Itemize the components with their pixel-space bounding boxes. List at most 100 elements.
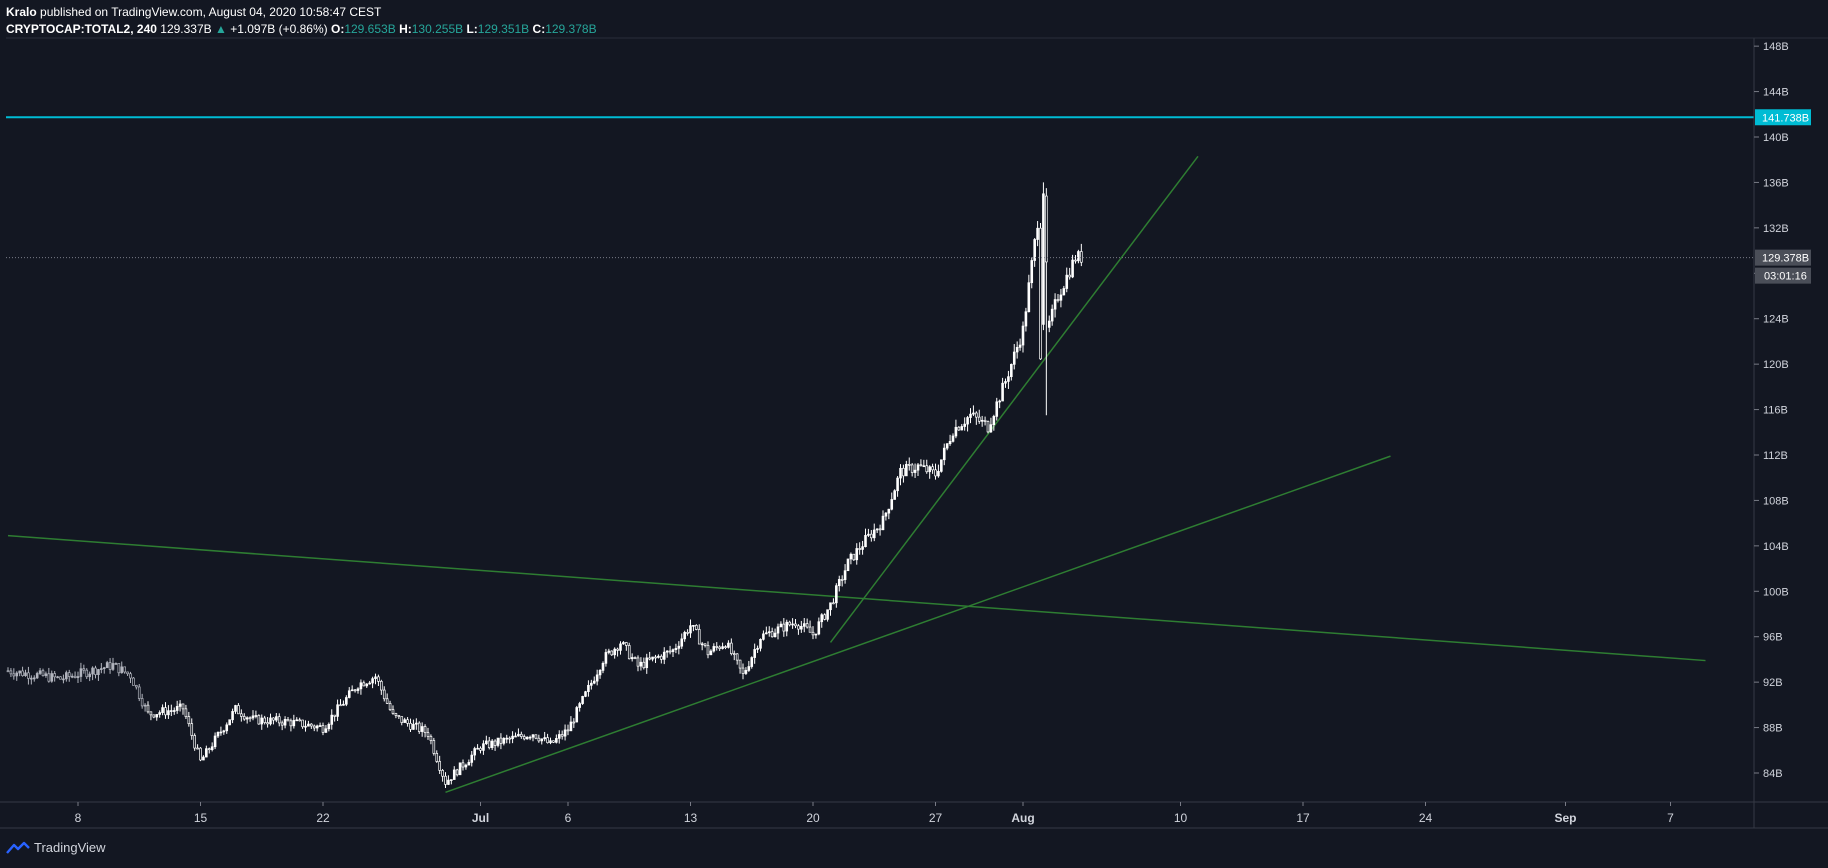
candle-body xyxy=(479,747,482,751)
candle-body xyxy=(371,678,374,684)
candle-body xyxy=(289,720,293,727)
candle-body xyxy=(566,729,570,732)
candle-body xyxy=(1062,288,1066,296)
x-tick-label: 8 xyxy=(75,811,82,825)
candle-body xyxy=(260,717,264,725)
candle-body xyxy=(467,762,471,766)
trendline[interactable] xyxy=(7,534,1706,662)
candle-body xyxy=(680,638,684,647)
candle-body xyxy=(108,662,112,670)
candle-body xyxy=(712,646,716,652)
candle-body xyxy=(671,649,675,652)
candle-body xyxy=(435,753,439,762)
candle-body xyxy=(490,740,494,749)
candle-body xyxy=(849,553,853,560)
candle-body xyxy=(569,721,573,732)
horizontal-lines[interactable] xyxy=(6,116,1754,259)
candle-body xyxy=(843,570,847,580)
candle-body xyxy=(627,645,631,660)
y-tick-label: 140B xyxy=(1763,132,1789,144)
x-tick-label: 20 xyxy=(806,811,820,825)
candle-body xyxy=(1015,347,1019,353)
candle-body xyxy=(207,748,211,750)
candle-body xyxy=(709,650,713,656)
candle-body xyxy=(514,735,517,738)
candle-body xyxy=(528,736,532,739)
candle-body xyxy=(581,696,584,704)
candle-body xyxy=(455,769,459,776)
candle-body xyxy=(202,756,205,761)
candle-body xyxy=(902,467,905,477)
candle-body xyxy=(172,710,176,712)
candle-body xyxy=(963,423,966,427)
candle-body xyxy=(345,697,348,705)
candle-body xyxy=(1010,363,1013,378)
candle-body xyxy=(178,703,182,707)
candle-body xyxy=(310,723,313,727)
candle-body xyxy=(837,579,841,587)
candle-body xyxy=(800,625,803,630)
candle-body xyxy=(753,649,756,658)
candle-body xyxy=(1074,259,1077,262)
candle-body xyxy=(945,443,949,449)
candle-body xyxy=(406,719,409,724)
tradingview-footer[interactable]: TradingView xyxy=(6,840,106,855)
candle-body xyxy=(875,528,879,531)
trendlines[interactable] xyxy=(7,155,1706,794)
candle-body xyxy=(785,621,789,632)
candle-body xyxy=(79,668,83,677)
candle-body xyxy=(137,686,141,699)
trendline[interactable] xyxy=(829,155,1199,643)
candle-body xyxy=(616,648,619,651)
candle-body xyxy=(88,673,91,678)
y-tick-label: 100B xyxy=(1763,586,1789,598)
candle-body xyxy=(788,621,791,626)
countdown-label: 03:01:16 xyxy=(1764,271,1807,283)
candle-body xyxy=(420,726,424,732)
author-name[interactable]: Kralo xyxy=(6,5,37,19)
candle-body xyxy=(123,666,126,673)
candle-body xyxy=(724,646,727,648)
candle-body xyxy=(648,657,651,660)
price-axis[interactable]: 84B 88B 92B 96B 100B 104B 108B 112B 116B 120B 124B… xyxy=(1754,41,1789,780)
time-axis[interactable]: 8 15 22 Jul 6 13 20 27 Aug 10 17 24 Sep 7 xyxy=(75,802,1675,825)
candle-body xyxy=(1039,227,1042,360)
y-tick-label: 104B xyxy=(1763,541,1789,553)
candle-body xyxy=(82,668,86,671)
candle-body xyxy=(470,754,474,763)
candle-body xyxy=(94,667,97,676)
candle-body xyxy=(505,737,509,740)
candle-body xyxy=(388,703,392,710)
candle-body xyxy=(196,747,199,750)
candle-body xyxy=(870,533,873,539)
candle-body xyxy=(697,629,701,645)
candle-body xyxy=(625,642,628,646)
candle-body xyxy=(275,716,278,721)
candle-body xyxy=(598,670,602,676)
candle-body xyxy=(762,633,765,640)
candle-body xyxy=(960,426,964,431)
y-tick-label: 148B xyxy=(1763,41,1789,53)
candle-body xyxy=(706,645,710,656)
candle-body xyxy=(546,737,549,744)
trendline[interactable] xyxy=(445,455,1391,794)
candle-body xyxy=(782,623,786,632)
candle-body xyxy=(750,657,754,667)
candle-body xyxy=(931,466,934,471)
candle-body xyxy=(283,719,287,726)
candle-body xyxy=(861,546,864,550)
candle-body xyxy=(231,711,234,721)
candle-body xyxy=(298,719,301,722)
candle-body xyxy=(980,419,984,422)
candle-body xyxy=(730,642,733,654)
candle-body xyxy=(190,723,194,736)
candle-body xyxy=(450,779,453,781)
candle-body xyxy=(272,717,275,721)
last-value: 129.337B xyxy=(160,22,212,36)
candle-body xyxy=(508,737,511,740)
open-label: O: xyxy=(330,22,345,36)
candle-body xyxy=(248,717,252,720)
candle-body xyxy=(552,740,555,743)
x-tick-label: 7 xyxy=(1667,811,1674,825)
